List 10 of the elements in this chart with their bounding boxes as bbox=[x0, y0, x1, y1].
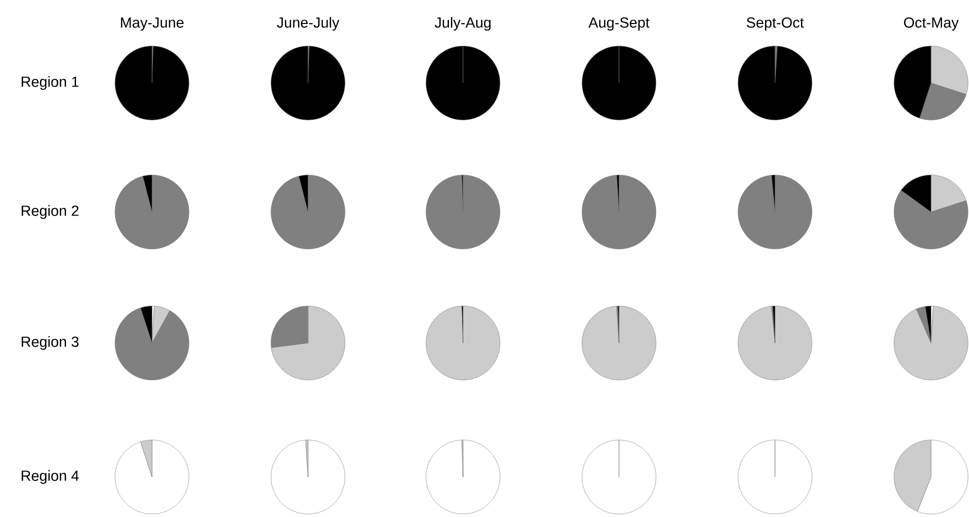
chart-title: July-Aug bbox=[434, 16, 491, 31]
text: Region 4 bbox=[22, 470, 79, 484]
chart-title: Oct-May bbox=[904, 17, 959, 31]
text: Region 3 bbox=[22, 336, 79, 350]
text: Region 2 bbox=[22, 205, 78, 219]
chart-title: June-July bbox=[276, 16, 340, 31]
chart-title: Aug-Sept bbox=[588, 17, 650, 31]
text: Region 1 bbox=[22, 76, 78, 90]
chart-title: Sept-Oct bbox=[746, 17, 804, 31]
chart-title: May-June bbox=[121, 18, 184, 31]
